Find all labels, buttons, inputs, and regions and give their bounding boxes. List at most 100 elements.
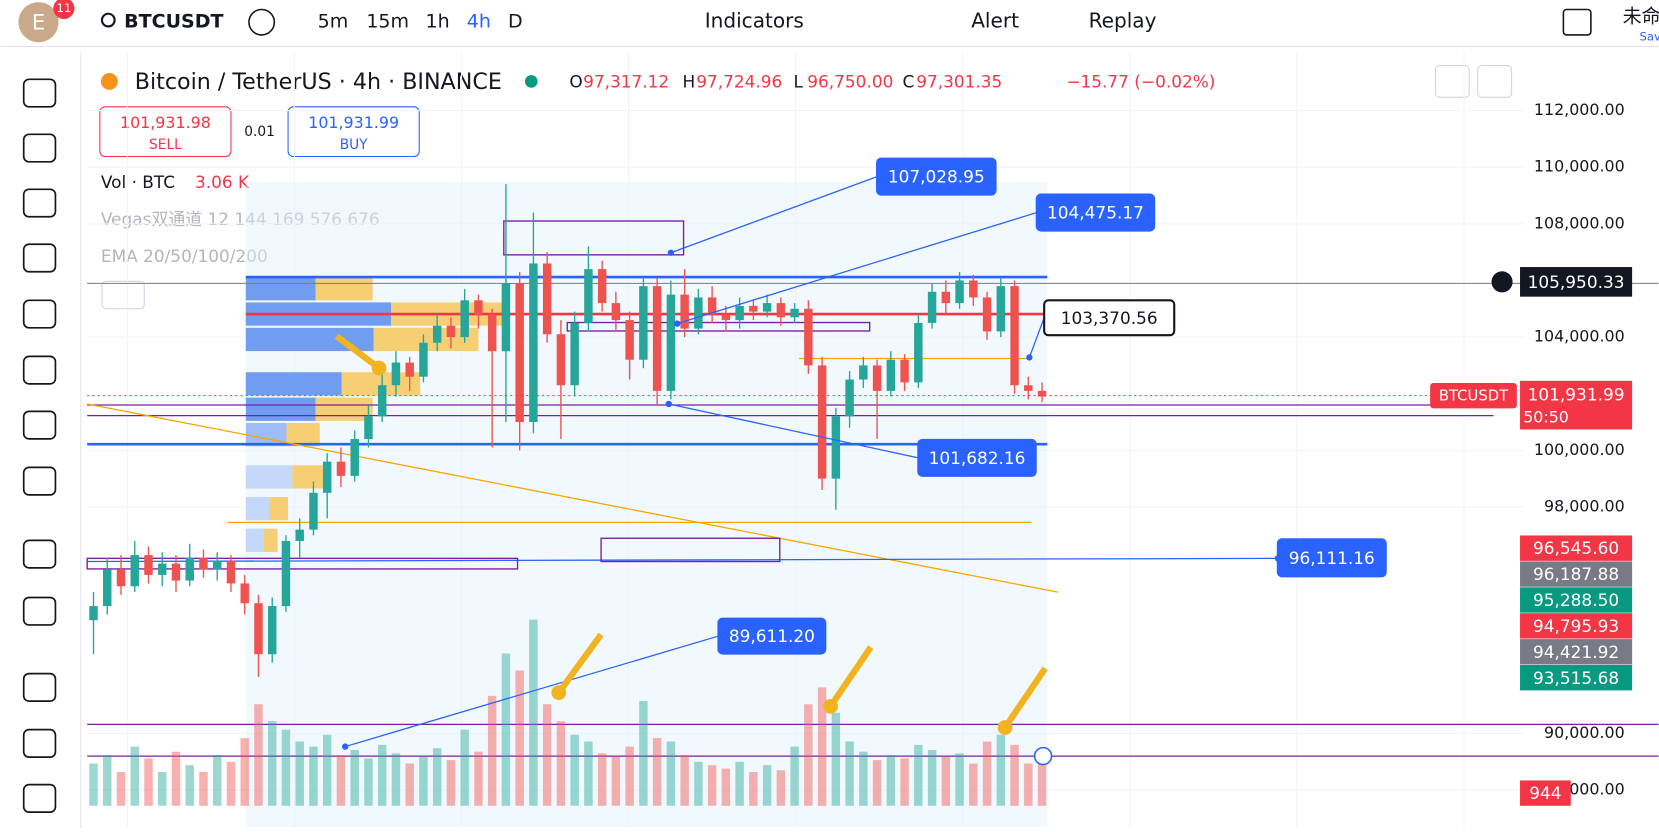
volume-bar: [116, 771, 126, 806]
tool-icon[interactable]: [22, 188, 57, 218]
candle-body: [790, 308, 799, 318]
tool-icon[interactable]: [22, 783, 57, 813]
tool-icon[interactable]: [22, 133, 57, 163]
layout-button[interactable]: [1562, 8, 1592, 36]
coin-icon: [100, 72, 118, 90]
volume-profile: [315, 397, 373, 421]
candle-body: [927, 291, 937, 323]
volume-value: 3.06 K: [195, 172, 250, 192]
volume-profile: [245, 422, 287, 447]
drawing-line: [1028, 317, 1045, 358]
ohlc-key: H: [683, 71, 696, 91]
candle-body: [900, 359, 909, 383]
tool-icon[interactable]: [22, 410, 57, 440]
tool-icon[interactable]: [22, 596, 57, 626]
sell-button[interactable]: [99, 106, 232, 158]
candle-body: [707, 297, 717, 315]
candle-body: [570, 322, 579, 386]
drawing-line: [334, 333, 381, 371]
anchor-point: [342, 743, 349, 750]
volume-profile: [292, 465, 331, 489]
candle-body: [680, 294, 689, 329]
save[interactable]: Sav: [1640, 30, 1659, 44]
candle-body: [185, 557, 194, 581]
candle-body: [350, 439, 359, 476]
reset-button[interactable]: [1477, 65, 1513, 98]
candle-body: [584, 269, 593, 323]
interval[interactable]: 4h: [467, 11, 491, 33]
tool-icon[interactable]: [22, 728, 57, 758]
price-tag-label: 96,545.60: [1533, 538, 1619, 558]
volume-profile: [269, 497, 289, 521]
callout: [917, 438, 1037, 477]
ohlc-value: 96,750.00: [807, 71, 893, 91]
volume-bar: [982, 741, 992, 806]
candle-body: [886, 359, 896, 391]
symbol-tag-label: BTCUSDT: [1439, 388, 1509, 405]
volume-bar: [776, 770, 786, 806]
volume-bar: [419, 756, 428, 806]
y-tick-label: 104,000.00: [1534, 327, 1625, 346]
crosshair-plus[interactable]: [1491, 271, 1513, 293]
volume-bar: [391, 753, 401, 806]
ohlc-key: O: [569, 71, 582, 91]
candle-body: [1024, 385, 1033, 391]
candle-body: [762, 303, 772, 312]
candle-body: [364, 416, 373, 440]
candle-body: [969, 280, 978, 298]
candle-body: [377, 385, 387, 417]
tool-icon[interactable]: [22, 355, 57, 385]
callout-label: 89,611.20: [729, 626, 815, 646]
candle-body: [212, 560, 222, 570]
tool-icon[interactable]: [22, 466, 57, 496]
candle-body: [721, 314, 731, 321]
ohlc-value: 97,317.12: [583, 71, 669, 91]
candle-body: [515, 283, 524, 423]
price-tag-label: 94,421.92: [1533, 642, 1619, 662]
y-tick-label: 112,000.00: [1534, 100, 1625, 119]
arrow-head: [997, 720, 1013, 735]
replay[interactable]: Replay: [1089, 9, 1157, 33]
tool-icon[interactable]: [22, 672, 57, 702]
y-tick-label: 110,000.00: [1534, 157, 1625, 176]
scroll-button[interactable]: [1434, 65, 1470, 98]
ema-indicator: EMA 20/50/100/200: [101, 246, 268, 266]
volume-profile: [245, 528, 264, 552]
add-symbol[interactable]: [248, 8, 276, 36]
volume-bar: [1010, 744, 1019, 806]
indicators[interactable]: Indicators: [705, 9, 804, 33]
volume-profile: [245, 277, 316, 301]
y-tick-label: 90,000.00: [1544, 723, 1625, 742]
volume-bar: [322, 734, 332, 806]
tool-icon[interactable]: [22, 243, 57, 273]
interval[interactable]: 15m: [366, 11, 409, 33]
ohlc-key: C: [902, 71, 914, 91]
interval[interactable]: 1h: [426, 11, 450, 33]
price-tag: [1520, 535, 1633, 561]
volume-bar: [487, 695, 497, 806]
tool-icon[interactable]: [22, 539, 57, 569]
candle-body: [597, 269, 607, 304]
candle-body: [405, 362, 414, 377]
candle-body: [872, 365, 882, 391]
tool-icon[interactable]: [22, 299, 57, 329]
volume-bar: [158, 771, 167, 806]
volume-bar: [515, 670, 524, 806]
alert[interactable]: Alert: [971, 9, 1019, 33]
symbol[interactable]: BTCUSDT: [124, 11, 223, 33]
avatar[interactable]: [18, 2, 59, 43]
buy-button[interactable]: [287, 106, 420, 158]
collapse-button[interactable]: [101, 280, 145, 310]
tool-icon[interactable]: [22, 78, 57, 108]
volume-bar: [171, 751, 181, 806]
candle-body: [845, 379, 854, 417]
interval[interactable]: 5m: [318, 11, 349, 33]
volume-bar: [432, 748, 442, 806]
candle-body: [474, 300, 483, 315]
volume-profile: [341, 372, 421, 396]
change: −15.77 (−0.02%): [1066, 71, 1215, 91]
volume-bar: [886, 755, 896, 806]
interval[interactable]: D: [508, 11, 523, 33]
volume-bar: [955, 753, 964, 806]
